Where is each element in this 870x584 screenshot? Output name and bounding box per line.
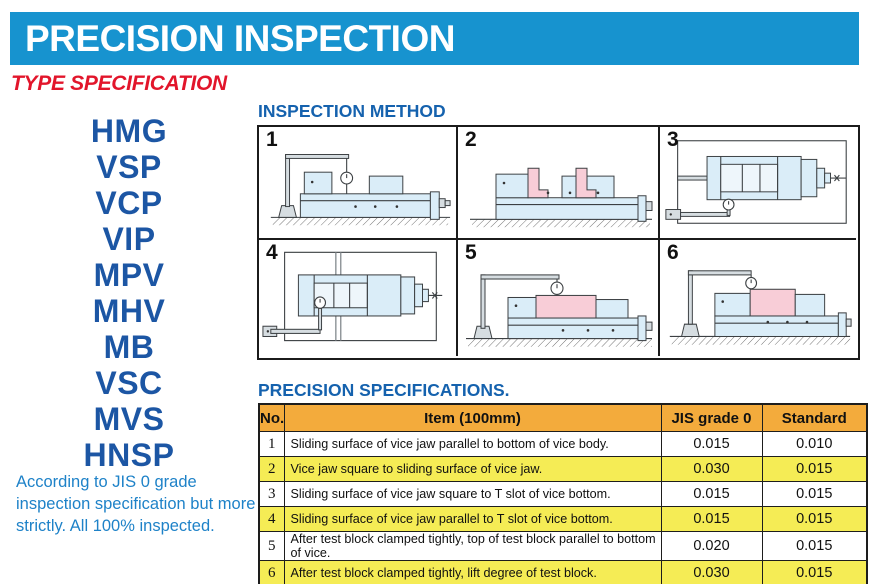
panel-number: 4 xyxy=(266,241,278,264)
table-header-row: No. Item (100mm) JIS grade 0 Standard xyxy=(258,403,868,432)
type-item-vip: VIP xyxy=(102,221,156,257)
header-no: No. xyxy=(258,403,285,432)
table-row: 1 Sliding surface of vice jaw parallel t… xyxy=(258,431,868,457)
row-jis: 0.015 xyxy=(660,431,763,457)
vice-jaw-square-diagram xyxy=(470,167,653,228)
row-item: Sliding surface of vice jaw square to T … xyxy=(283,481,662,507)
table-row: 3 Sliding surface of vice jaw square to … xyxy=(258,481,868,507)
row-item: Sliding surface of vice jaw parallel to … xyxy=(283,506,662,532)
panel-number: 5 xyxy=(465,241,477,264)
method-panel-2: 2 xyxy=(458,127,660,240)
row-jis: 0.015 xyxy=(660,506,763,532)
row-standard: 0.015 xyxy=(761,481,868,507)
row-no: 3 xyxy=(258,481,285,507)
header-item: Item (100mm) xyxy=(283,403,662,432)
table-row: 2 Vice jaw square to sliding surface of … xyxy=(258,456,868,482)
vice-top-view-tslot-diagram xyxy=(262,251,443,342)
row-standard: 0.015 xyxy=(761,506,868,532)
row-item: After test block clamped tightly, top of… xyxy=(283,531,662,561)
method-panel-4: 4 xyxy=(259,240,458,356)
vice-top-view-square-diagram xyxy=(665,140,847,224)
method-panel-1: 1 xyxy=(259,127,458,240)
test-block-parallel-diagram xyxy=(466,274,653,347)
table-row: 4 Sliding surface of vice jaw parallel t… xyxy=(258,506,868,532)
row-item: Sliding surface of vice jaw parallel to … xyxy=(283,431,662,457)
row-standard: 0.015 xyxy=(761,456,868,482)
inspection-method-grid: 1 xyxy=(257,125,860,360)
row-standard: 0.015 xyxy=(761,531,868,561)
row-jis: 0.020 xyxy=(660,531,763,561)
method-panel-6: 6 xyxy=(660,240,856,356)
type-item-hnsp: HNSP xyxy=(83,437,175,473)
row-standard: 0.015 xyxy=(761,560,868,584)
row-item: Vice jaw square to sliding surface of vi… xyxy=(283,456,662,482)
type-specification-heading: TYPE SPECIFICATION xyxy=(11,72,227,95)
type-item-hmg: HMG xyxy=(90,113,168,149)
row-no: 1 xyxy=(258,431,285,457)
row-no: 5 xyxy=(258,531,285,561)
row-no: 4 xyxy=(258,506,285,532)
table-row: 5 After test block clamped tightly, top … xyxy=(258,531,868,561)
precision-specifications-table: No. Item (100mm) JIS grade 0 Standard 1 … xyxy=(258,403,868,584)
row-no: 2 xyxy=(258,456,285,482)
header-jis-grade: JIS grade 0 xyxy=(660,403,763,432)
page-title: PRECISION INSPECTION xyxy=(25,18,455,59)
row-standard: 0.010 xyxy=(761,431,868,457)
type-item-mhv: MHV xyxy=(92,293,166,329)
type-list: HMG VSP VCP VIP MPV MHV MB VSC MVS HNSP xyxy=(0,113,258,473)
row-jis: 0.015 xyxy=(660,481,763,507)
row-jis: 0.030 xyxy=(660,456,763,482)
table-row: 6 After test block clamped tightly, lift… xyxy=(258,560,868,584)
panel-number: 2 xyxy=(465,128,477,151)
panel-number: 6 xyxy=(667,241,679,264)
type-item-vsc: VSC xyxy=(95,365,163,401)
panel-number: 1 xyxy=(266,128,278,151)
method-panel-3: 3 xyxy=(660,127,856,240)
row-item: After test block clamped tightly, lift d… xyxy=(283,560,662,584)
type-item-mvs: MVS xyxy=(93,401,165,437)
vice-parallelism-diagram xyxy=(270,154,451,226)
inspection-method-heading: INSPECTION METHOD xyxy=(258,101,446,121)
type-item-mpv: MPV xyxy=(93,257,165,293)
type-item-mb: MB xyxy=(103,329,155,365)
page-banner: PRECISION INSPECTION xyxy=(10,12,859,65)
type-item-vcp: VCP xyxy=(95,185,163,221)
test-block-lift-diagram xyxy=(669,270,852,345)
type-item-vsp: VSP xyxy=(96,149,162,185)
method-panel-5: 5 xyxy=(458,240,660,356)
precision-specifications-heading: PRECISION SPECIFICATIONS. xyxy=(258,380,510,400)
panel-number: 3 xyxy=(667,128,679,151)
row-jis: 0.030 xyxy=(660,560,763,584)
header-standard: Standard xyxy=(761,403,868,432)
inspection-note: According to JIS 0 grade inspection spec… xyxy=(16,473,256,535)
row-no: 6 xyxy=(258,560,285,584)
